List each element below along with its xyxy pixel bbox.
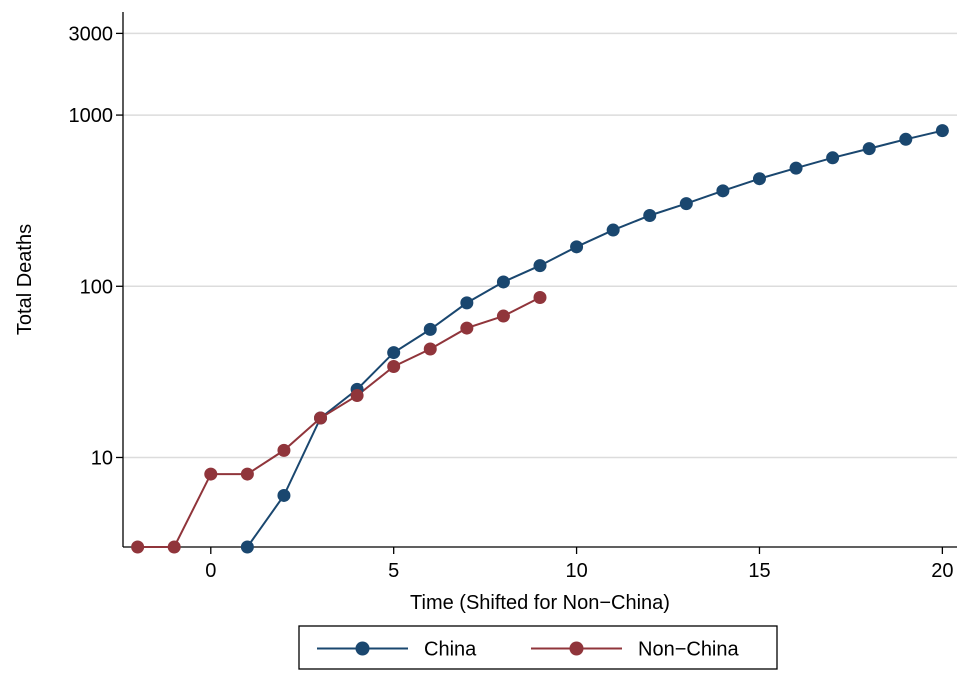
data-point [643,209,657,223]
data-point [679,197,693,211]
axes: 10 100 1000 3000 0 5 10 15 20 [69,12,957,582]
x-tick-label: 15 [748,560,770,582]
data-point [496,275,510,289]
data-point [314,411,328,425]
data-point [277,488,291,502]
data-point [716,184,730,198]
data-point [935,124,949,138]
data-point [899,132,913,146]
x-tick-label: 5 [388,560,399,582]
data-point [826,151,840,165]
data-point [533,290,547,304]
data-point [204,467,218,481]
data-point [570,240,584,254]
gridlines [123,32,957,459]
x-tick-label: 10 [565,560,587,582]
data-point [752,172,766,186]
data-point [167,540,181,554]
data-point [423,342,437,356]
legend: China Non−China [298,625,778,670]
data-point [240,540,254,554]
data-point [789,161,803,175]
legend-marker [569,641,584,656]
data-point [496,309,510,323]
data-point [131,540,145,554]
y-axis-title: Total Deaths [14,224,36,335]
data-point [460,321,474,335]
legend-label: Non−China [638,639,740,661]
data-point [387,346,401,360]
legend-label: China [424,639,477,661]
x-axis-title: Time (Shifted for Non−China) [410,592,670,614]
legend-marker [355,641,370,656]
y-tick-label: 3000 [69,23,114,45]
x-tick-label: 20 [931,560,953,582]
y-tick-label: 10 [91,447,113,469]
data-point [350,389,364,403]
y-tick-label: 1000 [69,105,114,127]
data-point [387,359,401,373]
y-tick-label: 100 [80,276,113,298]
data-point [606,223,620,237]
data-point [533,259,547,273]
data-point [423,322,437,336]
data-point [277,443,291,457]
x-tick-label: 0 [205,560,216,582]
data-point [460,296,474,310]
plot-area [131,124,949,554]
data-point [240,467,254,481]
data-point [862,142,876,156]
